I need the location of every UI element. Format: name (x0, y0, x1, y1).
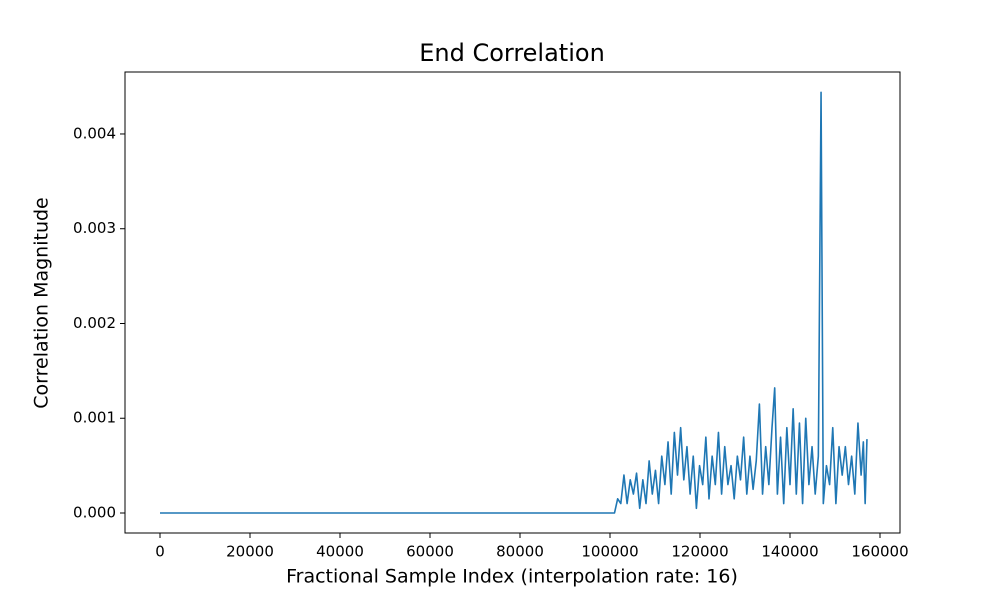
plot-frame (124, 71, 901, 534)
x-axis-label: Fractional Sample Index (interpolation r… (286, 566, 738, 588)
x-tick-label: 0 (155, 543, 165, 561)
x-tick-label: 160000 (851, 543, 908, 561)
chart-title: End Correlation (419, 39, 605, 67)
x-tick-label: 100000 (581, 543, 638, 561)
y-tick-label: 0.003 (73, 219, 116, 237)
x-tick-label: 80000 (496, 543, 544, 561)
x-tick-label: 120000 (671, 543, 728, 561)
x-tick-label: 40000 (316, 543, 364, 561)
x-tick-label: 60000 (406, 543, 454, 561)
y-tick-label: 0.004 (73, 124, 116, 142)
y-axis-label: Correlation Magnitude (31, 197, 53, 408)
data-line (160, 91, 868, 514)
y-tick-label: 0.001 (73, 409, 116, 427)
x-tick-label: 20000 (226, 543, 274, 561)
y-tick-label: 0.002 (73, 314, 116, 332)
x-tick-label: 140000 (761, 543, 818, 561)
y-tick-label: 0.000 (73, 504, 116, 522)
